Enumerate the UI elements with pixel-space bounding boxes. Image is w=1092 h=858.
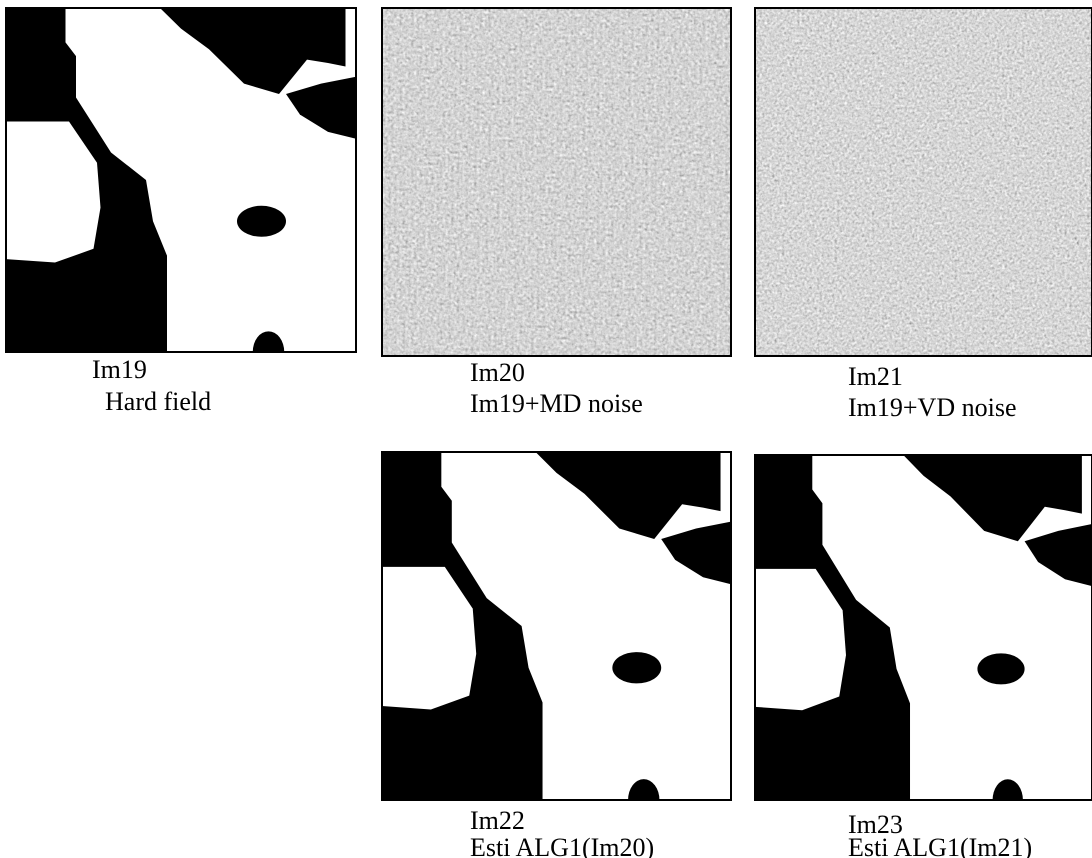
- page: Im19 Hard field Im20 Im19+MD noise Im21 …: [0, 0, 1092, 858]
- panel-name: Im21: [848, 362, 903, 391]
- panel-name: Im22: [470, 806, 525, 835]
- panel-im22: Im22 Esti ALG1(Im20): [382, 452, 731, 858]
- panel-im19: Im19 Hard field: [6, 8, 356, 416]
- panel-im21: Im21 Im19+VD noise: [755, 8, 1092, 422]
- panel-description: Esti ALG1(Im21): [848, 833, 1032, 858]
- panel-description: Hard field: [105, 387, 211, 416]
- panel-description: Im19+VD noise: [848, 393, 1016, 422]
- panel-name: Im20: [470, 358, 525, 387]
- panel-description: Esti ALG1(Im20): [470, 833, 654, 858]
- panel-im20: Im20 Im19+MD noise: [382, 8, 731, 418]
- panel-im23: Im23 Esti ALG1(Im21): [755, 455, 1092, 858]
- figure: Im19 Hard field Im20 Im19+MD noise Im21 …: [0, 0, 1092, 858]
- panel-description: Im19+MD noise: [470, 389, 643, 418]
- panel-name: Im19: [92, 355, 147, 384]
